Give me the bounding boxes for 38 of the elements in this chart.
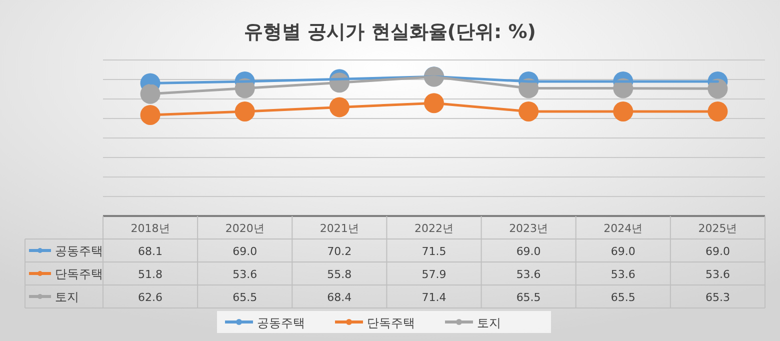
x-tick-label: 2025년	[698, 222, 738, 235]
data-label: 65.5	[516, 291, 541, 304]
text: 공동주택	[257, 316, 305, 330]
data-label: 55.8	[327, 268, 352, 281]
data-label: 57.9	[422, 268, 446, 281]
data-label: 70.2	[327, 245, 352, 258]
data-label: 53.6	[232, 268, 258, 281]
data-label: 51.8	[138, 268, 163, 281]
legend-label: 공동주택	[55, 244, 103, 258]
point	[708, 101, 728, 122]
data-label: 68.1	[138, 245, 163, 258]
text: 단독주택	[367, 316, 415, 330]
data-label: 71.5	[422, 245, 446, 258]
data-label: 53.6	[705, 268, 730, 281]
data-label: 69.0	[516, 245, 541, 258]
data-label: 65.5	[232, 291, 258, 304]
x-tick-label: 2022년	[414, 222, 454, 235]
data-label: 68.4	[327, 291, 352, 304]
point	[140, 104, 160, 125]
data-label: 53.6	[516, 268, 541, 281]
point	[140, 84, 160, 104]
data-label: 53.6	[610, 268, 636, 281]
chart-title: 유형별 공시가 현실화율(단위: %)	[244, 21, 536, 43]
x-tick-label: 2018년	[130, 222, 170, 235]
legend-label: 단독주택	[55, 267, 103, 281]
data-label: 65.5	[610, 291, 636, 304]
x-tick-label: 2023년	[509, 222, 548, 235]
x-tick-label: 2020년	[225, 222, 264, 235]
x-tick-label: 2021년	[320, 222, 359, 235]
x-tick-label: 2024년	[604, 222, 643, 235]
data-label: 69.0	[232, 245, 258, 258]
data-label: 69.0	[610, 245, 636, 258]
data-label: 65.3	[705, 291, 730, 304]
legend-label: 토지	[55, 290, 79, 304]
data-label: 62.6	[138, 291, 163, 304]
data-label: 71.4	[422, 291, 446, 304]
data-label: 69.0	[705, 245, 730, 258]
text: 토지	[477, 316, 501, 330]
